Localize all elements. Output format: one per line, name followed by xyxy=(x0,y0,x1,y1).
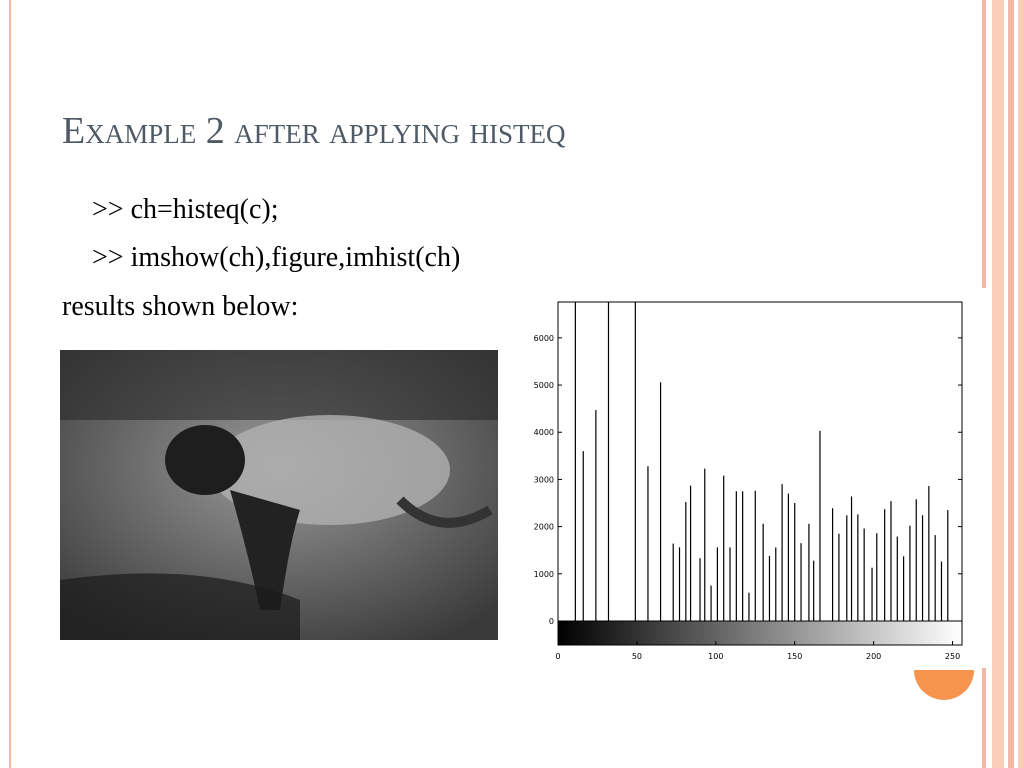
stripe xyxy=(1008,0,1014,768)
y-tick-label: 1000 xyxy=(534,570,554,579)
y-tick-label: 0 xyxy=(549,617,554,626)
plot-frame xyxy=(557,301,963,622)
stripe xyxy=(1018,0,1024,768)
histogram: 0 1000 2000 3000 4000 5000 6000 0 50 100 150 200 250 xyxy=(534,301,963,661)
slide-title: Example 2 after applying histeq xyxy=(62,110,566,152)
stripe xyxy=(992,0,1004,768)
colorbar xyxy=(557,620,963,646)
cat-photo xyxy=(60,350,498,640)
x-tick-label: 150 xyxy=(787,652,802,661)
stripe xyxy=(982,668,986,768)
stems xyxy=(574,302,949,621)
y-tick-label: 2000 xyxy=(534,523,554,532)
x-tick-label: 100 xyxy=(708,652,723,661)
x-tick-label: 0 xyxy=(555,652,560,661)
y-tick-label: 6000 xyxy=(534,334,554,343)
y-tick-label: 3000 xyxy=(534,475,554,484)
y-tick-label: 5000 xyxy=(534,381,554,390)
body-text: results shown below: xyxy=(62,291,298,322)
code-line: >> ch=histeq(c); xyxy=(92,194,279,225)
x-tick-label: 200 xyxy=(866,652,881,661)
y-tick-label: 4000 xyxy=(534,428,554,437)
orange-circle xyxy=(914,670,974,700)
x-tick-label: 50 xyxy=(632,652,642,661)
x-tick-label: 250 xyxy=(945,652,960,661)
code-line: >> imshow(ch),figure,imhist(ch) xyxy=(92,242,460,273)
stripe xyxy=(982,0,986,288)
